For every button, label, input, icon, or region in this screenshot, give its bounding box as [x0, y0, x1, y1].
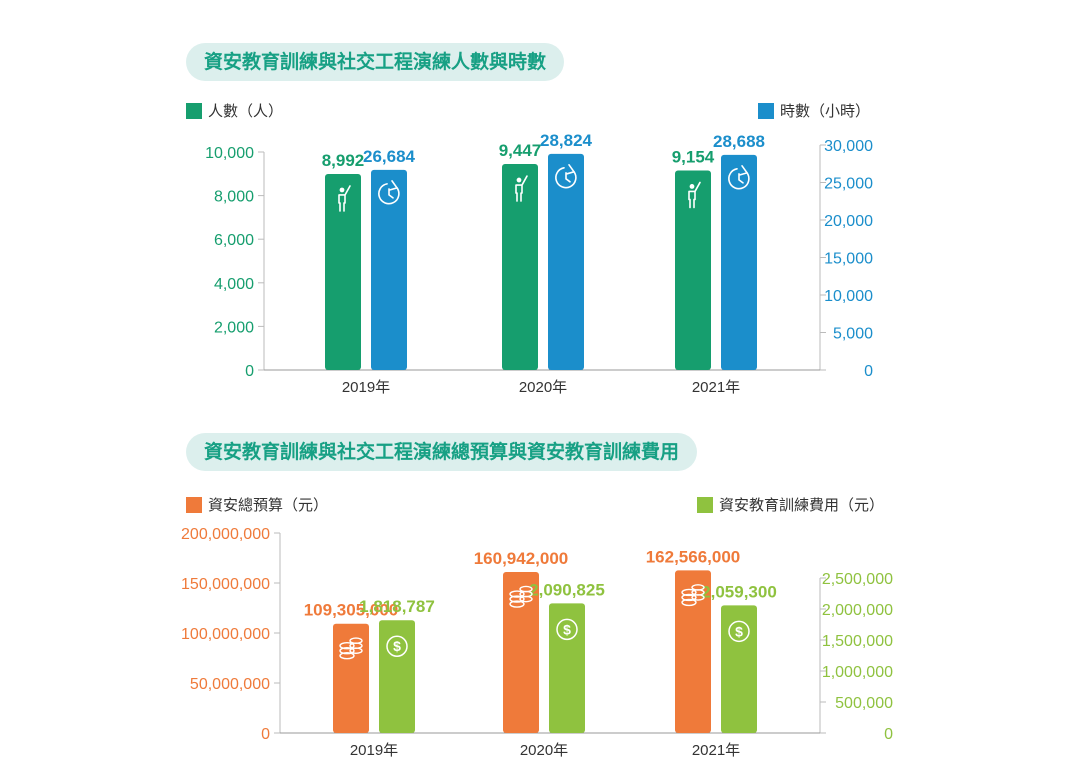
bar-budget-cost-right	[549, 603, 585, 733]
legend-label-budget: 資安總預算（元）	[208, 496, 329, 514]
category-label: 2020年	[520, 742, 568, 759]
data-label-right: 2,059,300	[701, 582, 777, 601]
category-label: 2019年	[342, 379, 390, 396]
right-tick-label: 2,000,000	[822, 602, 893, 619]
bar-budget-cost-left	[503, 572, 539, 733]
right-tick-label: 0	[884, 726, 893, 743]
coins-icon	[509, 585, 533, 608]
category-label: 2020年	[519, 379, 567, 396]
chart-title-bottom: 資安教育訓練與社交工程演練總預算與資安教育訓練費用	[186, 433, 698, 471]
right-tick-label: 1,000,000	[822, 664, 893, 681]
svg-text:$: $	[563, 621, 571, 637]
left-tick-label: 200,000,000	[181, 526, 270, 543]
left-tick-label: 10,000	[205, 145, 254, 162]
legend-label-hours: 時數（小時）	[780, 102, 871, 120]
bar-people-hours-left	[325, 173, 361, 370]
coins-icon	[681, 584, 705, 607]
legend-swatch-people	[186, 102, 202, 119]
right-tick-label: 0	[864, 363, 873, 380]
category-label: 2021年	[692, 379, 740, 396]
clock-icon	[378, 180, 400, 205]
chart-title-top: 資安教育訓練與社交工程演練人數與時數	[186, 43, 565, 81]
data-label-left: 160,942,000	[474, 549, 569, 568]
legend-training-cost: 資安教育訓練費用（元）	[697, 494, 884, 515]
legend-hours: 時數（小時）	[758, 100, 870, 121]
left-tick-label: 0	[261, 726, 270, 743]
bar-people-hours-right	[371, 169, 407, 370]
right-tick-label: 15,000	[824, 251, 873, 268]
left-tick-label: 2,000	[214, 319, 254, 336]
left-tick-label: 4,000	[214, 276, 254, 293]
bar-people-hours-right	[721, 154, 757, 370]
legend-swatch-budget	[186, 496, 202, 513]
legend-swatch-training-cost	[697, 496, 713, 513]
right-tick-label: 1,500,000	[822, 633, 893, 650]
chart-people-hours: 0 2,000 4,000 6,000 8,000 10,000 0 5,000 10,000 1…	[205, 131, 873, 396]
left-tick-label: 150,000,000	[181, 576, 270, 593]
legend-label-people: 人數（人）	[208, 102, 284, 120]
left-tick-label: 50,000,000	[190, 676, 270, 693]
data-label-left: 109,305,000	[304, 601, 399, 620]
right-tick-label: 20,000	[824, 213, 873, 230]
data-label-right: 28,824	[540, 131, 593, 150]
right-tick-label: 30,000	[824, 138, 873, 155]
bar-budget-cost-left	[333, 623, 369, 733]
person-icon	[515, 175, 528, 202]
bar-budget-cost-right	[721, 605, 757, 733]
bar-people-hours-left	[675, 170, 711, 370]
person-icon	[688, 181, 701, 209]
dollar-icon: $	[728, 620, 750, 643]
svg-text:$: $	[393, 638, 401, 654]
right-tick-label: 10,000	[824, 288, 873, 305]
legend-label-training-cost: 資安教育訓練費用（元）	[719, 496, 885, 514]
clock-icon	[728, 165, 750, 190]
left-tick-label: 0	[245, 363, 254, 380]
bar-budget-cost-right	[379, 620, 415, 733]
data-label-left: 9,447	[499, 141, 542, 160]
clock-icon	[555, 164, 577, 189]
dollar-icon: $	[386, 635, 408, 657]
data-label-right: 28,688	[713, 132, 765, 151]
data-label-left: 9,154	[672, 147, 715, 166]
data-label-left: 162,566,000	[646, 547, 741, 566]
left-tick-label: 8,000	[214, 189, 254, 206]
data-label-right: 2,090,825	[529, 580, 605, 599]
category-label: 2021年	[692, 742, 740, 759]
right-tick-label: 2,500,000	[822, 571, 893, 588]
left-tick-label: 100,000,000	[181, 626, 270, 643]
right-tick-label: 25,000	[824, 176, 873, 193]
bar-people-hours-left	[502, 164, 538, 370]
data-label-left: 8,992	[322, 151, 365, 170]
dollar-icon: $	[556, 618, 578, 641]
legend-swatch-hours	[758, 102, 774, 119]
person-icon	[338, 185, 351, 212]
category-label: 2019年	[350, 742, 398, 759]
legend-people: 人數（人）	[186, 100, 283, 121]
bar-budget-cost-left	[675, 570, 711, 733]
bar-people-hours-right	[548, 153, 584, 370]
data-label-right: 26,684	[363, 147, 416, 166]
right-tick-label: 500,000	[835, 695, 893, 712]
legend-budget: 資安總預算（元）	[186, 494, 328, 515]
left-tick-label: 6,000	[214, 232, 254, 249]
right-tick-label: 5,000	[833, 326, 873, 343]
svg-text:$: $	[735, 623, 743, 639]
coins-icon	[339, 637, 363, 660]
data-label-right: 1,818,787	[359, 597, 435, 616]
